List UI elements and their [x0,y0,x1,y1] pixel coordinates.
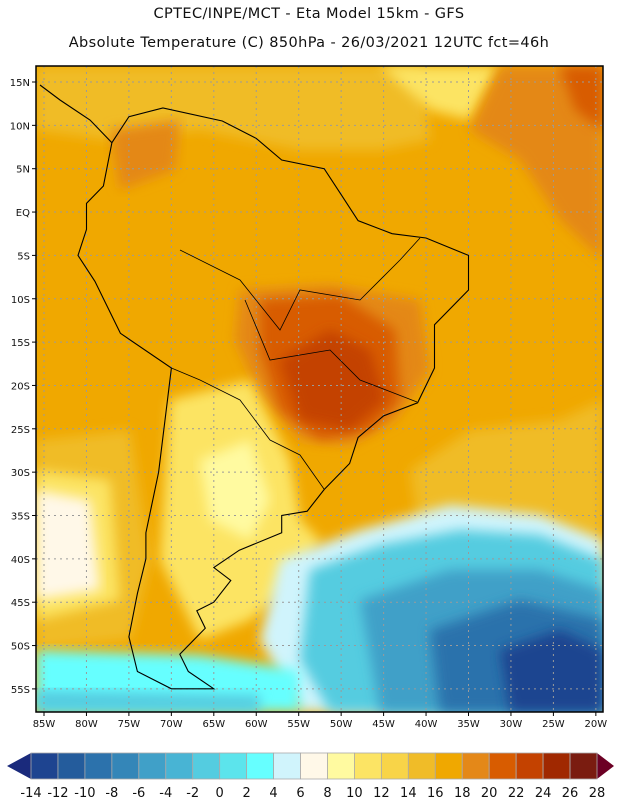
lon-label: 65W [202,719,225,730]
colorbar-label: -2 [186,786,199,800]
colorbar-label: 2 [242,786,250,800]
lat-label: 5N [16,165,30,176]
lon-label: 75W [118,719,141,730]
lat-label: 40S [11,555,30,566]
lat-label: EQ [16,208,30,219]
lat-label: 30S [11,468,30,479]
colorbar-swatch [246,752,274,780]
field-18-20-ne [470,66,603,260]
lat-label: 15S [11,338,30,349]
lon-label: 25W [542,719,565,730]
colorbar-swatch [569,752,598,780]
field-10-12-north [380,66,500,120]
colorbar-label: 8 [323,786,331,800]
figure-subtitle: Absolute Temperature (C) 850hPa - 26/03/… [68,35,550,51]
colorbar-label: 18 [454,786,471,800]
lat-label: 10N [10,121,30,132]
colorbar-swatch [30,752,59,780]
colorbar-label: -6 [132,786,145,800]
colorbar-label: 28 [589,786,606,800]
colorbar-swatch [300,752,328,780]
coastline [39,84,470,690]
colorbar-label: -10 [74,786,95,800]
colorbar-label: 20 [481,786,498,800]
colorbar-high-arrow [597,753,614,779]
lon-label: 50W [330,719,353,730]
colorbar-swatch [327,752,355,780]
colorbar-swatch [219,752,248,780]
lon-label: 70W [160,719,183,730]
field-neg14-neg12-south [500,630,603,712]
colorbar-swatch [273,752,301,780]
colorbar-swatch [84,752,113,780]
map-axes: 15N 10N 5N EQ 5S 10S 15S 20S 25S 30S 35S 40S 45S 50S 5… [10,78,607,730]
colorbar-label: 0 [216,786,224,800]
temperature-field [36,66,603,712]
colorbar-label: 22 [508,786,525,800]
colorbar-swatch [542,752,571,780]
lat-label: 50S [11,642,30,653]
field-0-2-drake [36,690,260,712]
country-borders [171,237,421,490]
colorbar-swatch [434,752,463,780]
colorbar-label: -4 [159,786,172,800]
colorbar-label: 12 [373,786,390,800]
colorbar-label: 16 [427,786,444,800]
colorbar-swatch [488,752,517,780]
lat-label: 25S [11,425,30,436]
field-18-20-andes-north [110,120,180,190]
colorbar-swatch [354,752,382,780]
colorbar-swatch [165,752,194,780]
colorbar-label: 14 [400,786,417,800]
lat-label: 20S [11,381,30,392]
lat-label: 5S [17,251,30,262]
colorbar-swatch [380,752,409,780]
lat-label: 35S [11,512,30,523]
lon-label: 45W [372,719,395,730]
lat-label: 45S [11,598,30,609]
lon-label: 80W [75,719,98,730]
colorbar-label: 10 [346,786,363,800]
colorbar-label: 6 [296,786,304,800]
colorbar-label: -8 [105,786,118,800]
field-22-24-central [280,330,385,430]
colorbar-low-arrow [7,753,31,779]
plot-frame [35,65,604,713]
colorbar-swatch [407,752,436,780]
colorbar: -14 -12 -10 -8 -6 -4 -2 0 2 4 6 8 10 12 14 16 18 20 22 24 26… [7,752,614,800]
colorbar-label: 4 [269,786,277,800]
colorbar-swatch [461,752,490,780]
colorbar-swatch [57,752,86,780]
colorbar-label: 26 [562,786,579,800]
lat-label: 15N [10,78,30,89]
lon-label: 35W [457,719,480,730]
lon-label: 55W [287,719,310,730]
colorbar-swatch [515,752,544,780]
colorbar-label: -14 [20,786,41,800]
colorbar-swatch [192,752,221,780]
lon-label: 30W [500,719,523,730]
colorbar-swatch [111,752,140,780]
lon-label: 20W [585,719,608,730]
colorbar-label: -12 [47,786,68,800]
lat-label: 10S [11,295,30,306]
colorbar-swatch [138,752,167,780]
lon-label: 85W [33,719,56,730]
field-6-8-pacific [36,490,100,600]
lon-label: 40W [415,719,438,730]
lat-label: 55S [11,685,30,696]
lon-label: 60W [245,719,268,730]
figure-title: CPTEC/INPE/MCT - Eta Model 15km - GFS [153,6,465,22]
colorbar-label: 24 [535,786,552,800]
graticule [36,66,603,712]
